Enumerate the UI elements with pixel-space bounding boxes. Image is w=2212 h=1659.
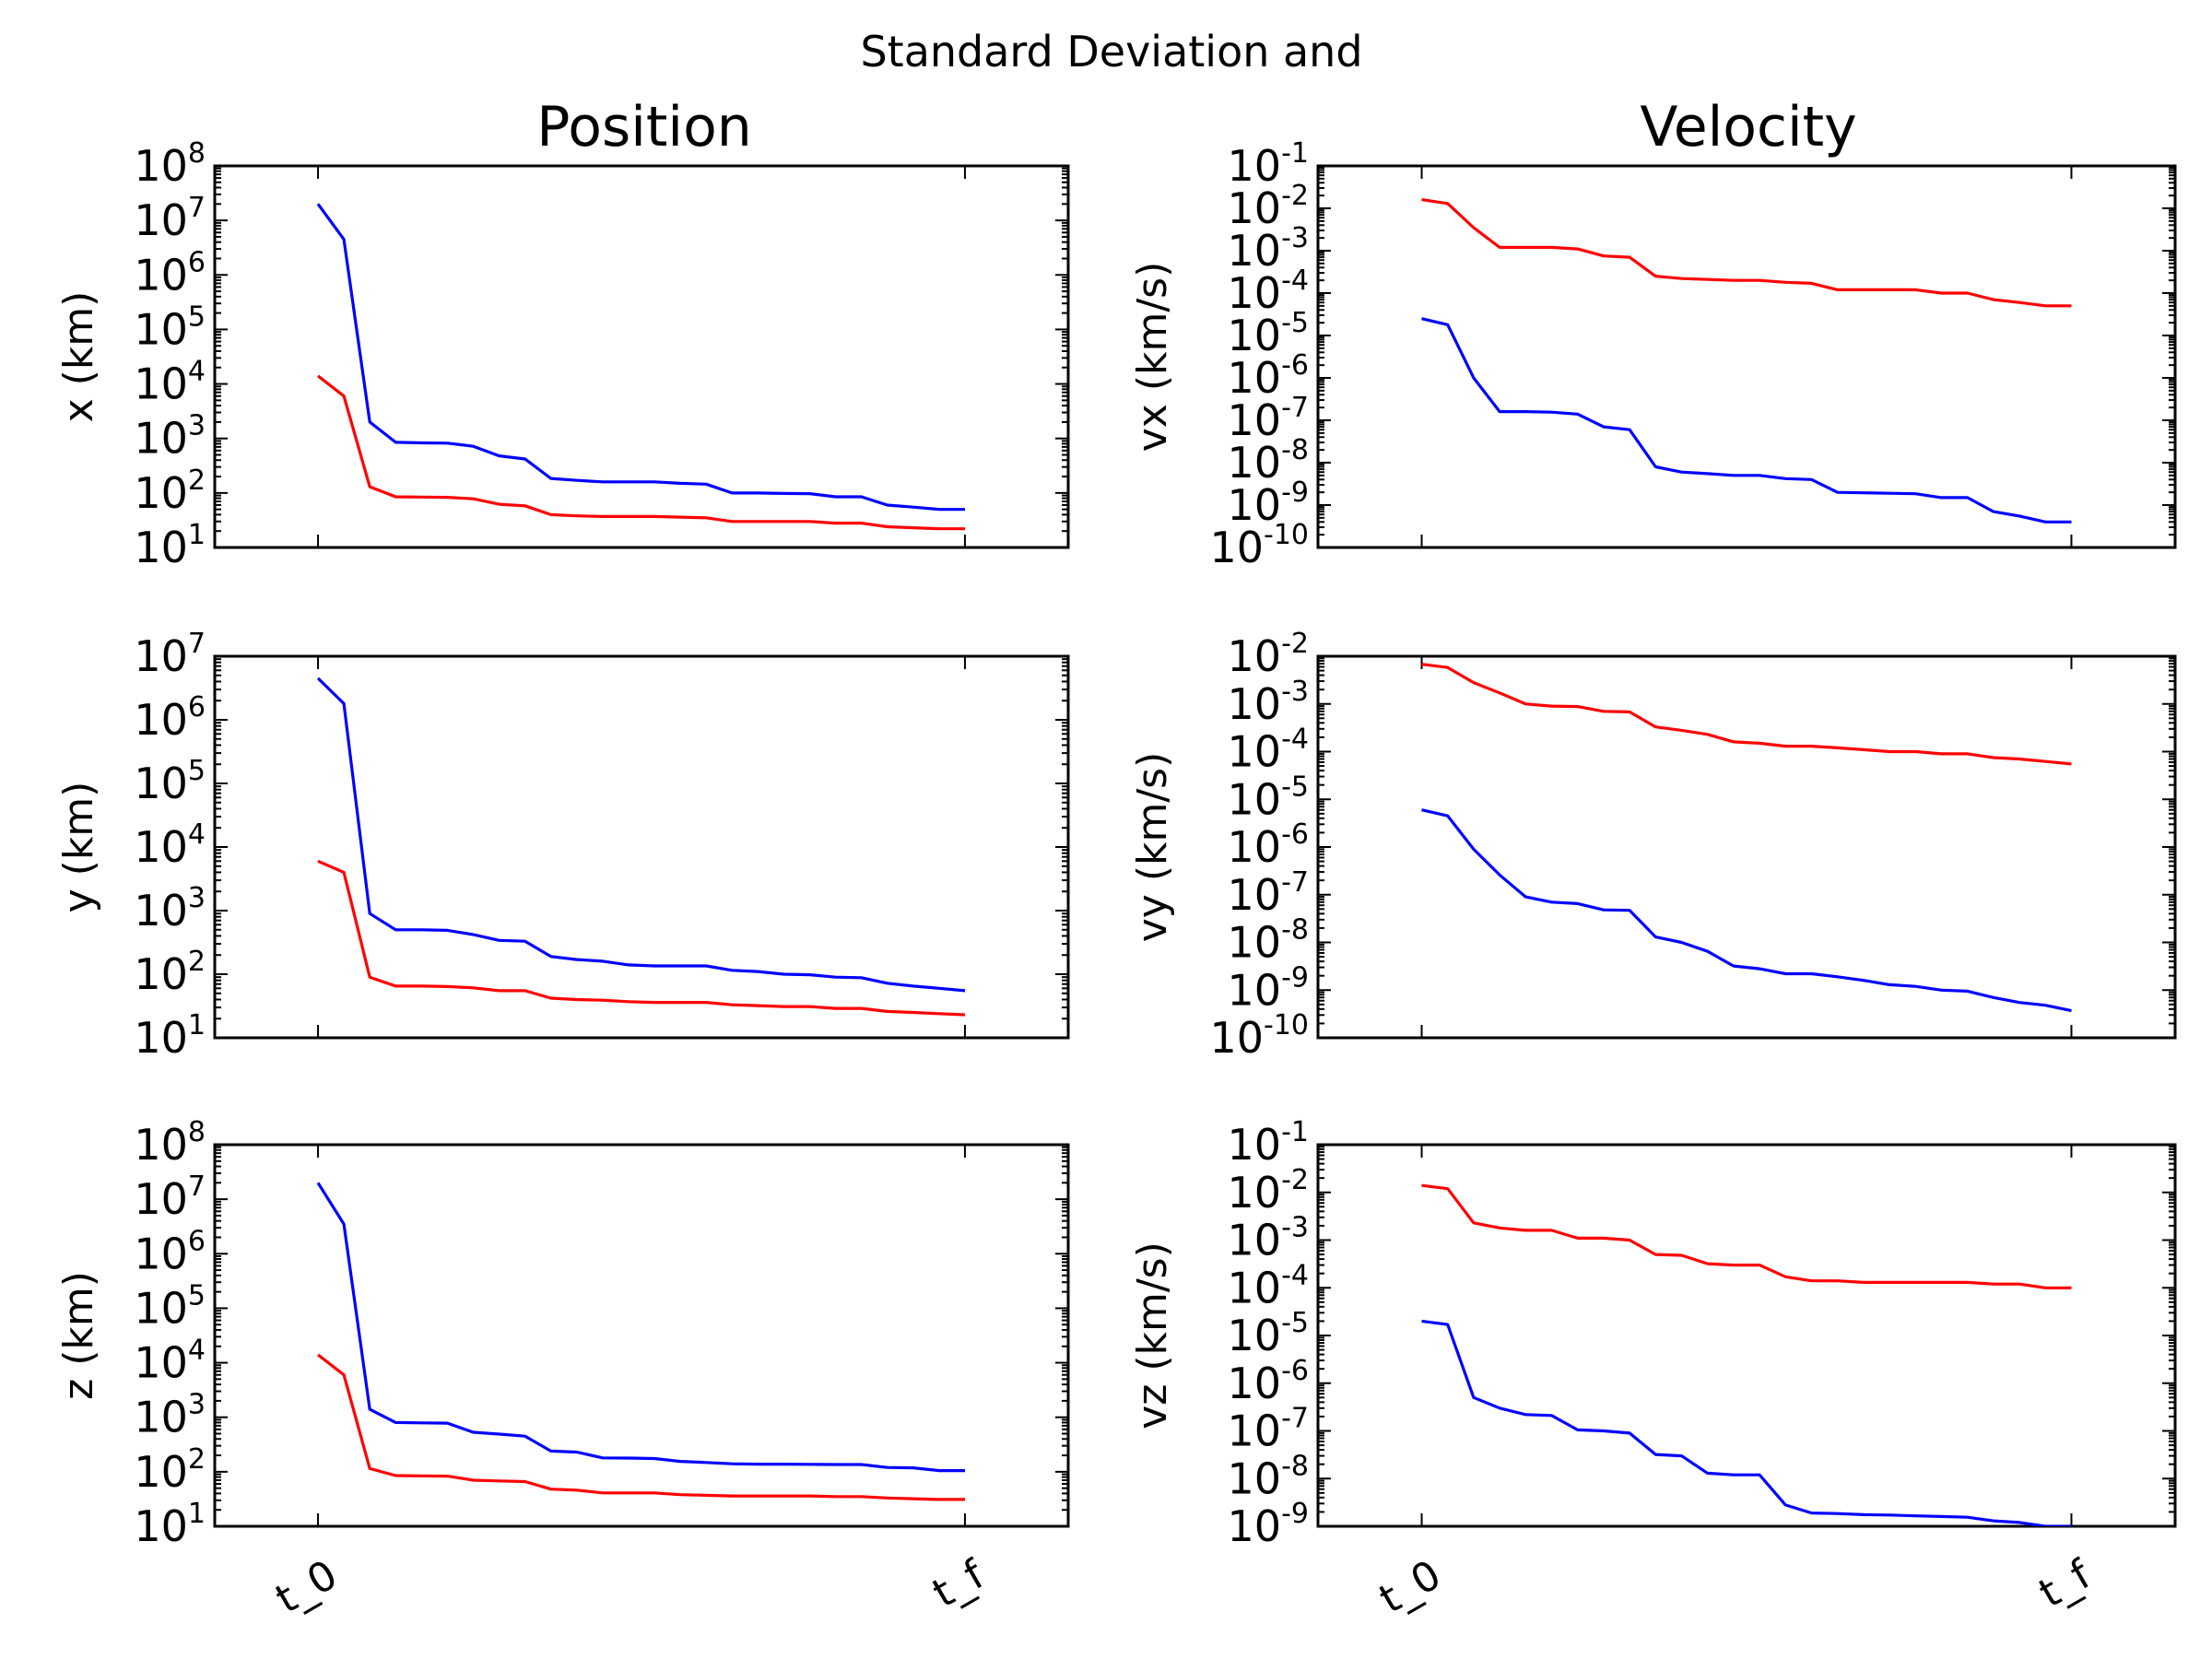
vx-y-tick-label: 10-8	[1228, 434, 1309, 488]
x-y-tick-label: 106	[134, 246, 206, 300]
y-y-tick-label: 104	[134, 818, 206, 872]
z-y-tick-label: 102	[134, 1443, 206, 1497]
vy-y-tick-label: 10-7	[1228, 866, 1309, 920]
x-y-tick-label: 104	[134, 356, 206, 409]
z-y-tick-label: 108	[134, 1116, 206, 1170]
z-series-red-line	[317, 1353, 965, 1501]
vz-series-blue-line	[1421, 1319, 2072, 1526]
x-tick-label-t-0: t_0	[1371, 1551, 1449, 1623]
z-y-axis-label: z (km)	[55, 1271, 102, 1400]
vy-y-axis-label: vy (km/s)	[1129, 752, 1176, 943]
vz-y-axis-label: vz (km/s)	[1129, 1241, 1176, 1430]
vz-y-tick-label: 10-5	[1228, 1307, 1309, 1360]
x-y-tick-label: 103	[134, 410, 206, 464]
x-y-tick-label: 105	[134, 300, 206, 354]
vz-subplot: 10-110-210-310-410-510-610-710-810-9 t_0 t…	[1129, 1116, 2177, 1623]
vz-axes-frame	[1316, 1143, 2177, 1528]
vy-axes-frame	[1316, 654, 2177, 1040]
y-axes-frame	[213, 654, 1070, 1040]
vz-y-tick-label: 10-9	[1228, 1498, 1309, 1551]
z-series-blue-line	[316, 1182, 965, 1473]
vz-y-tick-label: 10-1	[1228, 1116, 1309, 1170]
vx-y-tick-label: 10-1	[1228, 137, 1309, 191]
vz-series-red-line	[1421, 1183, 2072, 1289]
x-tick-label-t-0: t_0	[268, 1551, 346, 1623]
vy-y-tick-label: 10-2	[1228, 628, 1309, 681]
vy-y-tick-label: 10-10	[1209, 1009, 1309, 1063]
y-y-tick-label: 101	[134, 1009, 206, 1063]
y-series-red-line	[317, 859, 966, 1017]
vz-y-tick-label: 10-2	[1228, 1164, 1309, 1218]
vx-y-tick-label: 10-4	[1228, 265, 1309, 318]
x-y-tick-label: 108	[134, 137, 206, 191]
vx-y-tick-label: 10-7	[1228, 392, 1309, 445]
vy-series-blue-line	[1421, 808, 2072, 1013]
y-y-tick-label: 103	[134, 882, 206, 935]
x-tick-label-t-f: t_f	[2031, 1550, 2100, 1617]
vx-series-red-line	[1421, 198, 2072, 308]
vz-y-tick-label: 10-7	[1228, 1403, 1309, 1456]
x-series-red-line	[317, 374, 965, 531]
x-y-tick-label: 101	[134, 519, 206, 572]
z-y-tick-label: 103	[134, 1389, 206, 1442]
velocity-column-title: Velocity	[1640, 95, 1856, 159]
vz-y-tick-label: 10-4	[1228, 1259, 1309, 1312]
z-y-tick-label: 106	[134, 1225, 206, 1278]
y-series-blue-line	[316, 677, 966, 993]
vy-y-tick-label: 10-4	[1228, 724, 1309, 777]
z-y-tick-label: 104	[134, 1335, 206, 1388]
x-y-tick-label: 102	[134, 465, 206, 518]
x-y-tick-label: 107	[134, 192, 206, 245]
vx-y-tick-label: 10-6	[1228, 349, 1309, 403]
vx-y-axis-label: vx (km/s)	[1129, 262, 1176, 453]
vx-y-tick-label: 10-10	[1209, 519, 1309, 572]
z-y-tick-label: 101	[134, 1498, 206, 1551]
vz-y-tick-label: 10-3	[1228, 1212, 1309, 1265]
x-series-blue-line	[316, 203, 965, 512]
vy-y-tick-label: 10-5	[1228, 771, 1309, 824]
vy-y-tick-label: 10-9	[1228, 961, 1309, 1015]
x-y-axis-label: x (km)	[55, 291, 102, 423]
x-axes-frame	[213, 164, 1070, 549]
x-tick-label-t-f: t_f	[925, 1550, 994, 1617]
position-column-title: Position	[536, 95, 752, 159]
y-y-axis-label: y (km)	[55, 782, 102, 913]
z-y-tick-label: 105	[134, 1279, 206, 1333]
z-axes-frame	[213, 1143, 1070, 1528]
y-y-tick-label: 107	[134, 628, 206, 681]
vz-y-tick-label: 10-8	[1228, 1450, 1309, 1503]
vz-y-tick-label: 10-6	[1228, 1355, 1309, 1408]
vy-series-red-line	[1421, 663, 2072, 766]
y-subplot: 101 102 103 104 105 106 107 y (km)	[55, 628, 1070, 1063]
z-y-tick-label: 107	[134, 1171, 206, 1224]
vx-series-blue-line	[1421, 317, 2072, 524]
figure-suptitle: Standard Deviation and	[860, 27, 1362, 76]
vy-y-tick-label: 10-6	[1228, 818, 1309, 872]
y-y-tick-label: 106	[134, 691, 206, 745]
y-y-tick-label: 102	[134, 946, 206, 999]
y-y-tick-label: 105	[134, 755, 206, 808]
vy-subplot: 10-210-310-410-510-610-710-810-910-10 vy …	[1129, 628, 2177, 1063]
vy-y-tick-label: 10-8	[1228, 914, 1309, 968]
vx-subplot: 10-110-210-310-410-510-610-710-810-910-1…	[1129, 137, 2177, 572]
vx-axes-frame	[1316, 164, 2177, 549]
vy-y-tick-label: 10-3	[1228, 676, 1309, 729]
